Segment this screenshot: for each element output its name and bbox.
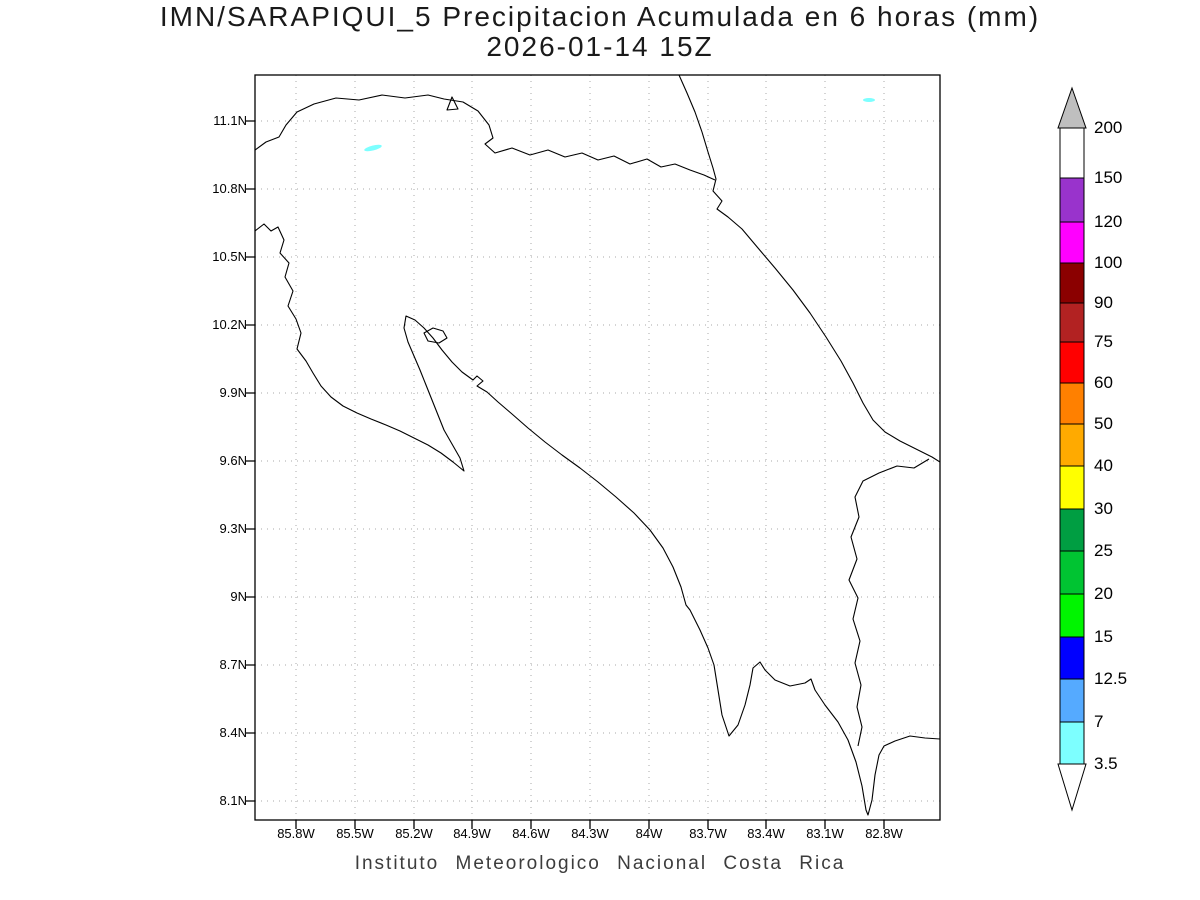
costa-rica-panama-border — [848, 458, 930, 747]
colorbar-label: 75 — [1094, 332, 1113, 351]
plot-background — [255, 75, 940, 820]
lon-tick-label: 83.1W — [806, 826, 844, 841]
lon-tick-label: 84W — [635, 826, 663, 841]
colorbar-label: 200 — [1094, 118, 1123, 137]
precip-patch-northwest — [364, 144, 382, 152]
lon-tick-label: 84.6W — [512, 826, 550, 841]
lat-tick-label: 8.7N — [219, 657, 247, 672]
colorbar-label: 12.5 — [1094, 669, 1128, 688]
islet-triangle — [446, 96, 459, 111]
colorbar-label: 15 — [1094, 627, 1113, 646]
colorbar-segment — [1059, 465, 1085, 510]
chart-title-line2: 2026-01-14 15Z — [486, 31, 714, 62]
lon-tick-label: 82.8W — [865, 826, 903, 841]
caption: Instituto Meteorologico Nacional Costa R… — [354, 853, 846, 874]
colorbar-segment — [1059, 382, 1085, 425]
lat-tick-label: 9N — [230, 589, 247, 604]
lon-tick-label: 83.4W — [747, 826, 785, 841]
lat-tick-label: 11.1N — [213, 113, 247, 128]
colorbar-segment — [1059, 341, 1085, 384]
lon-tick-label: 85.2W — [395, 826, 433, 841]
lon-tick-label: 84.9W — [453, 826, 491, 841]
colorbar-segment — [1059, 721, 1085, 765]
colorbar-segment — [1059, 593, 1085, 638]
colorbar-segment — [1059, 423, 1085, 467]
colorbar-label: 60 — [1094, 373, 1113, 392]
colorbar-label: 20 — [1094, 584, 1113, 603]
lat-tick-label: 9.9N — [219, 385, 247, 400]
colorbar-segment — [1059, 262, 1085, 304]
chart-title-line1: IMN/SARAPIQUI_5 Precipitacion Acumulada … — [159, 1, 1041, 32]
colorbar-segment — [1059, 550, 1085, 595]
colorbar-arrow-top — [1057, 86, 1087, 129]
precip-patch-northeast — [863, 98, 875, 102]
gridlines-horizontal — [255, 120, 940, 802]
lon-tick-label: 85.5W — [336, 826, 374, 841]
colorbar-segment — [1059, 177, 1085, 223]
colorbar-segment — [1059, 127, 1085, 179]
colorbar-label: 90 — [1094, 293, 1113, 312]
lat-tick-label: 8.1N — [219, 793, 247, 808]
colorbar-label: 3.5 — [1094, 754, 1118, 773]
colorbar-arrow-bottom — [1057, 763, 1087, 812]
coastline-nicaragua-lake — [255, 94, 716, 181]
colorbar-label: 100 — [1094, 253, 1123, 272]
coastline-pacific — [255, 223, 940, 816]
gridlines-vertical — [295, 75, 885, 820]
axis-ticks-bottom — [295, 820, 885, 829]
lon-tick-label: 83.7W — [689, 826, 727, 841]
lon-tick-label: 85.8W — [277, 826, 315, 841]
chart-title: IMN/SARAPIQUI_5 Precipitacion Acumulada … — [0, 2, 1200, 62]
colorbar-label: 40 — [1094, 456, 1113, 475]
colorbar-label: 25 — [1094, 541, 1113, 560]
lat-tick-label: 10.8N — [212, 181, 247, 196]
lat-tick-label: 8.4N — [219, 725, 247, 740]
colorbar — [1057, 86, 1087, 812]
colorbar-segment — [1059, 302, 1085, 343]
colorbar-label: 150 — [1094, 168, 1123, 187]
isla-chira-outline — [423, 327, 448, 344]
colorbar-segment — [1059, 636, 1085, 680]
colorbar-label: 120 — [1094, 212, 1123, 231]
colorbar-label: 50 — [1094, 414, 1113, 433]
coastline-caribbean — [678, 75, 940, 463]
colorbar-label: 7 — [1094, 712, 1104, 731]
colorbar-segment — [1059, 221, 1085, 264]
lat-tick-label: 9.3N — [219, 521, 247, 536]
lat-tick-label: 10.2N — [212, 317, 247, 332]
colorbar-segment — [1059, 678, 1085, 723]
plot-frame — [254, 74, 941, 821]
colorbar-segment — [1059, 508, 1085, 552]
lon-tick-label: 84.3W — [571, 826, 609, 841]
colorbar-label: 30 — [1094, 499, 1113, 518]
lat-tick-label: 10.5N — [212, 249, 247, 264]
axis-ticks-left — [246, 120, 255, 802]
lat-tick-label: 9.6N — [219, 453, 247, 468]
